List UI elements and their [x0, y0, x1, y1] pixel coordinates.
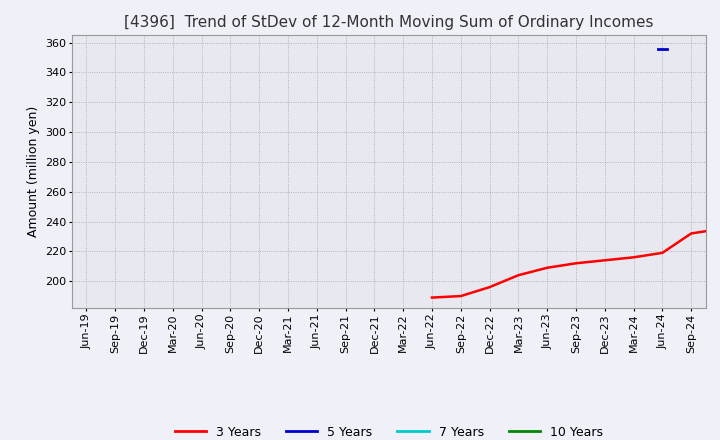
Legend: 3 Years, 5 Years, 7 Years, 10 Years: 3 Years, 5 Years, 7 Years, 10 Years: [170, 421, 608, 440]
Title: [4396]  Trend of StDev of 12-Month Moving Sum of Ordinary Incomes: [4396] Trend of StDev of 12-Month Moving…: [124, 15, 654, 30]
Y-axis label: Amount (million yen): Amount (million yen): [27, 106, 40, 237]
